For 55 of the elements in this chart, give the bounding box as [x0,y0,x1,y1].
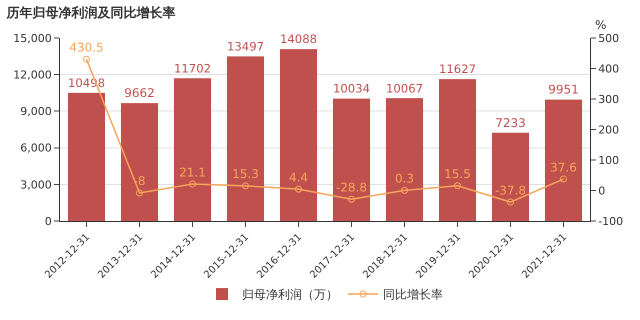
bar [280,49,318,221]
data-label: 11702 [174,61,212,76]
y-tick-label: 0 [44,214,52,228]
data-label: 14088 [280,32,318,46]
data-label: 0.3 [394,172,414,186]
point [83,56,90,63]
data-label: 4.4 [288,170,308,184]
bar [68,92,106,221]
data-label: 10067 [386,81,424,96]
data-label: 21.1 [179,165,206,180]
bar [492,132,530,221]
y-tick-label: 12,000 [13,68,52,82]
y-tick-label: 3,000 [20,178,52,192]
data-label: 13497 [226,39,264,54]
y2-tick-label: 0 [598,184,606,198]
bar [332,98,370,221]
y-tick-label: 9,000 [20,105,52,118]
bar [438,79,476,221]
data-label: 10034 [332,82,370,96]
legend-label: 同比增长率 [383,288,443,302]
y2-tick-label: 500 [598,32,620,45]
point [136,189,143,196]
y2-tick-label: 300 [598,92,620,106]
chart-title: 历年归母净利润及同比增长率 [5,5,176,22]
data-label: 11627 [438,62,476,76]
y-tick-label: 15,000 [13,32,52,45]
point [560,176,567,183]
legend-label: 归母净利润（万） [242,288,338,302]
data-label: -37.8 [494,183,526,198]
data-label: 37.6 [550,160,577,174]
data-label: -28.8 [336,180,368,195]
data-label: 15.3 [232,167,259,182]
y2-tick-label: -100 [598,214,624,228]
point [348,196,355,203]
data-label: 15.5 [444,167,471,182]
y2-tick-label: 400 [598,62,620,76]
point [189,180,196,188]
data-label: 7233 [495,116,526,130]
data-label: 9951 [548,82,579,97]
y2-axis-title: % [595,18,606,32]
y2-tick-label: 100 [598,154,620,167]
bar [544,100,582,221]
y2-tick-label: 200 [598,123,620,136]
point [454,182,461,190]
bar [386,98,424,221]
point [295,186,302,193]
point [401,186,408,194]
point [242,182,249,190]
y-tick-label: 6,000 [20,142,52,155]
data-label: 430.5 [69,40,104,54]
point [507,198,514,206]
data-label: 9662 [124,86,155,100]
bar [174,78,212,221]
bar [120,103,158,221]
bar [226,56,264,221]
